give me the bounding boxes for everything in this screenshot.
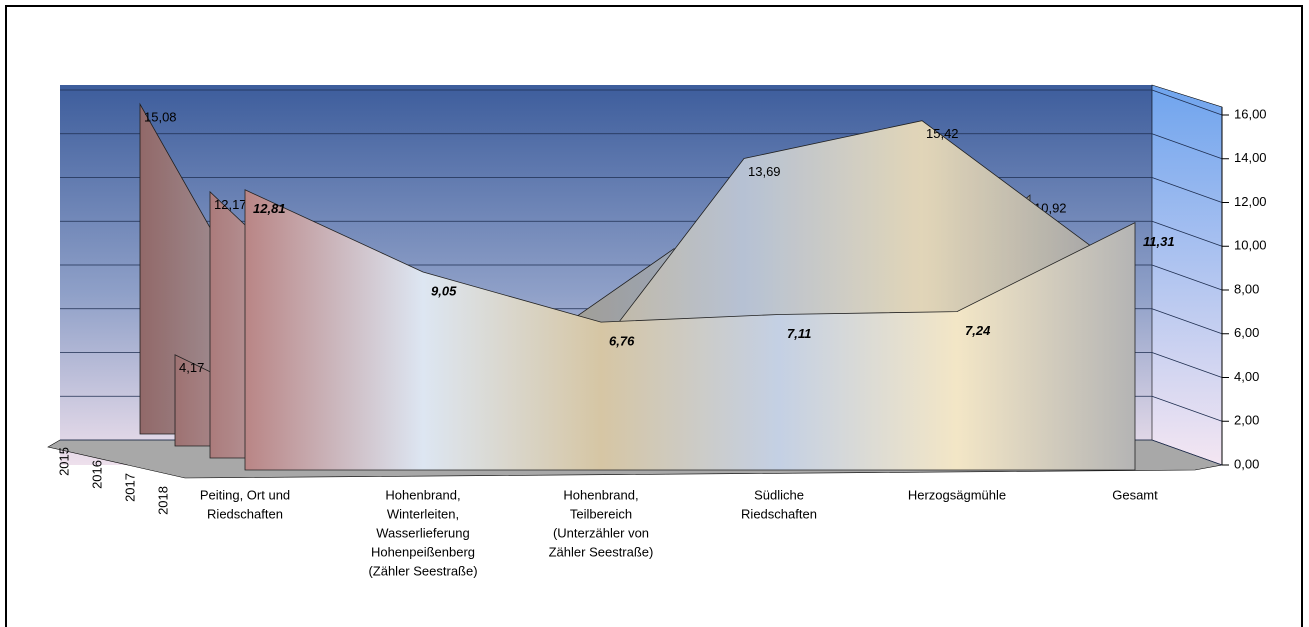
x-tick-label: Zähler Seestraße) bbox=[549, 544, 654, 559]
grid-line bbox=[1151, 395, 1223, 422]
grid-line bbox=[1151, 177, 1223, 203]
y-tick-label: 14,00 bbox=[1234, 150, 1267, 165]
grid-line bbox=[1151, 308, 1223, 335]
data-label: 11,31 bbox=[1143, 234, 1175, 249]
data-label: 9,05 bbox=[431, 283, 457, 298]
grid-line bbox=[1151, 352, 1223, 378]
data-label: 12,17 bbox=[214, 197, 247, 212]
grid-line bbox=[1151, 133, 1223, 160]
x-tick-label: Hohenpeißenberg bbox=[371, 544, 475, 559]
x-tick-label: Riedschaften bbox=[741, 506, 817, 521]
y-tick-label: 4,00 bbox=[1234, 369, 1259, 384]
series-label: 2016 bbox=[89, 460, 104, 489]
x-tick-label: Winterleiten, bbox=[387, 506, 459, 521]
series-label: 2015 bbox=[56, 447, 71, 476]
y-tick-label: 12,00 bbox=[1234, 194, 1267, 209]
data-label: 12,81 bbox=[253, 201, 286, 216]
x-tick-label: Riedschaften bbox=[207, 506, 283, 521]
data-label: 4,17 bbox=[179, 360, 204, 375]
series-area bbox=[244, 189, 1136, 471]
x-tick-label: Teilbereich bbox=[570, 506, 632, 521]
y-tick-label: 2,00 bbox=[1234, 413, 1259, 428]
series-label: 2018 bbox=[155, 486, 170, 515]
x-tick-label: Herzogsägmühle bbox=[908, 487, 1006, 502]
y-tick-label: 16,00 bbox=[1234, 106, 1267, 121]
grid-line bbox=[1151, 220, 1223, 247]
frame bbox=[5, 5, 1303, 627]
x-tick-label: Gesamt bbox=[1112, 487, 1158, 502]
data-label: 7,11 bbox=[787, 326, 811, 341]
data-label: 15,42 bbox=[926, 126, 959, 141]
x-tick-label: (Unterzähler von bbox=[553, 525, 649, 540]
x-tick-label: (Zähler Seestraße) bbox=[368, 563, 477, 578]
y-tick-label: 0,00 bbox=[1234, 456, 1259, 471]
series-label: 2017 bbox=[122, 473, 137, 502]
grid-line bbox=[1151, 89, 1223, 116]
x-tick-label: Hohenbrand, bbox=[385, 487, 460, 502]
x-tick-label: Wasserlieferung bbox=[376, 525, 469, 540]
x-tick-label: Hohenbrand, bbox=[563, 487, 638, 502]
grid-line bbox=[1151, 439, 1223, 466]
data-label: 15,08 bbox=[144, 110, 177, 125]
data-label: 13,69 bbox=[748, 164, 781, 179]
data-label: 7,24 bbox=[965, 323, 991, 338]
x-tick-label: Südliche bbox=[754, 487, 804, 502]
y-tick-label: 8,00 bbox=[1234, 281, 1259, 296]
x-tick-label: Peiting, Ort und bbox=[200, 487, 290, 502]
side-wall bbox=[1151, 84, 1223, 466]
data-label: 6,76 bbox=[609, 334, 635, 349]
y-tick-label: 6,00 bbox=[1234, 325, 1259, 340]
y-tick-label: 10,00 bbox=[1234, 238, 1267, 253]
grid-line bbox=[1151, 264, 1223, 291]
